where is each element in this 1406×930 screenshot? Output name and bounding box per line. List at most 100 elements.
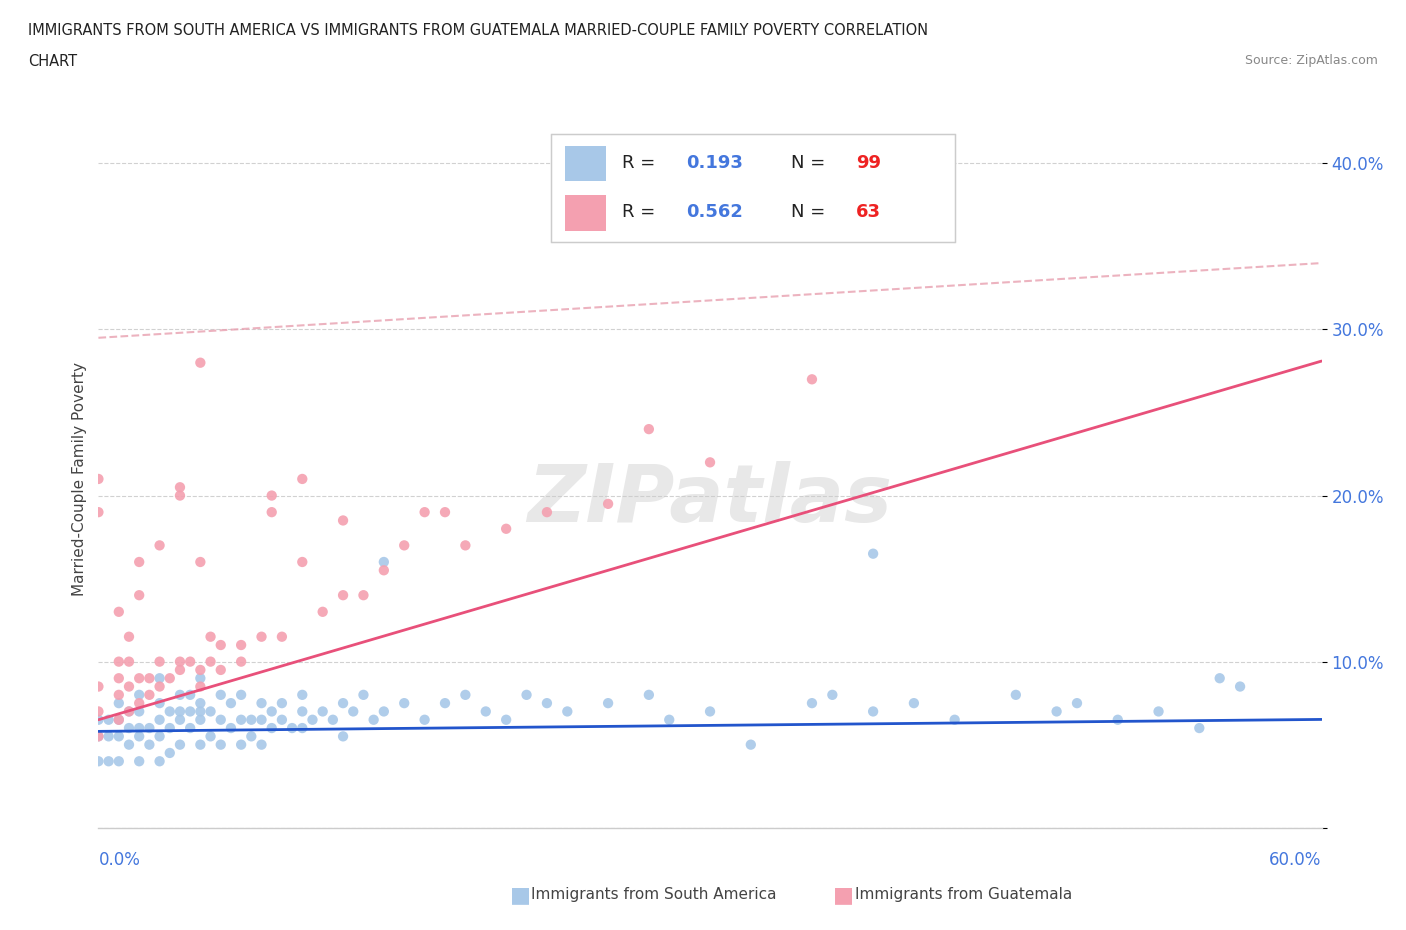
Point (598, 497, 620, 512)
Point (373, 704, 395, 719)
Point (108, 604, 131, 619)
Point (219, 721, 242, 736)
Point (200, 704, 222, 719)
Point (392, 696, 416, 711)
Point (200, 630, 222, 644)
Point (108, 687, 131, 702)
Point (169, 687, 191, 702)
Point (128, 754, 150, 769)
Point (373, 563, 395, 578)
Point (373, 554, 395, 569)
Point (1229, 679, 1251, 694)
Point (1045, 704, 1069, 719)
Point (1188, 721, 1211, 736)
Point (209, 638, 232, 653)
Point (97, 729, 120, 744)
Point (128, 696, 150, 711)
Point (159, 746, 181, 761)
Point (352, 588, 374, 603)
Text: ■: ■ (834, 884, 853, 905)
Point (536, 696, 558, 711)
Point (291, 704, 314, 719)
Point (231, 737, 253, 752)
Point (149, 671, 172, 685)
Text: 60.0%: 60.0% (1270, 851, 1322, 870)
Point (188, 355, 212, 370)
Point (413, 505, 436, 520)
Point (118, 704, 141, 719)
Point (862, 704, 884, 719)
Point (260, 505, 283, 520)
Point (159, 721, 181, 736)
Point (209, 712, 232, 727)
Point (87, 704, 110, 719)
Point (332, 729, 354, 744)
Text: IMMIGRANTS FROM SOUTH AMERICA VS IMMIGRANTS FROM GUATEMALA MARRIED-COUPLE FAMILY: IMMIGRANTS FROM SOUTH AMERICA VS IMMIGRA… (28, 23, 928, 38)
Point (231, 638, 253, 653)
Point (108, 654, 131, 669)
Point (1066, 696, 1088, 711)
Point (188, 737, 212, 752)
Point (159, 671, 181, 685)
Point (138, 687, 160, 702)
Point (118, 630, 141, 644)
Point (801, 696, 824, 711)
Point (108, 671, 131, 685)
Point (169, 662, 191, 677)
Point (342, 704, 364, 719)
Point (260, 721, 283, 736)
Point (413, 712, 436, 727)
Point (118, 704, 141, 719)
Point (231, 654, 253, 669)
Point (179, 687, 201, 702)
Point (454, 687, 477, 702)
Point (699, 455, 721, 470)
Point (363, 712, 385, 727)
Point (179, 721, 201, 736)
Point (138, 721, 160, 736)
Point (87, 679, 110, 694)
Point (454, 538, 477, 552)
Text: ■: ■ (510, 884, 530, 905)
Point (108, 754, 131, 769)
Point (291, 554, 314, 569)
Point (250, 737, 273, 752)
Point (179, 704, 201, 719)
Text: Immigrants from South America: Immigrants from South America (531, 887, 778, 902)
Point (159, 704, 181, 719)
Point (128, 729, 150, 744)
Point (118, 679, 141, 694)
Point (291, 472, 314, 486)
Point (495, 712, 517, 727)
Point (332, 588, 354, 603)
Point (332, 696, 354, 711)
Point (270, 630, 294, 644)
Point (1147, 704, 1170, 719)
Point (240, 712, 263, 727)
Text: Source: ZipAtlas.com: Source: ZipAtlas.com (1244, 54, 1378, 67)
Point (240, 729, 263, 744)
Point (87, 712, 110, 727)
Point (128, 721, 150, 736)
Point (209, 662, 232, 677)
Point (1107, 712, 1129, 727)
Point (188, 671, 212, 685)
Text: ZIPatlas: ZIPatlas (527, 461, 893, 538)
Point (903, 189, 925, 204)
Point (188, 712, 212, 727)
Point (188, 704, 212, 719)
Point (740, 737, 762, 752)
Point (332, 513, 354, 528)
Point (149, 729, 172, 744)
Point (209, 687, 232, 702)
Point (87, 472, 110, 486)
Point (118, 737, 141, 752)
Point (169, 488, 191, 503)
Text: Immigrants from Guatemala: Immigrants from Guatemala (855, 887, 1073, 902)
Point (495, 522, 517, 537)
Point (312, 604, 335, 619)
Point (108, 729, 131, 744)
Point (301, 712, 323, 727)
Point (260, 488, 283, 503)
Text: 0.0%: 0.0% (98, 851, 141, 870)
